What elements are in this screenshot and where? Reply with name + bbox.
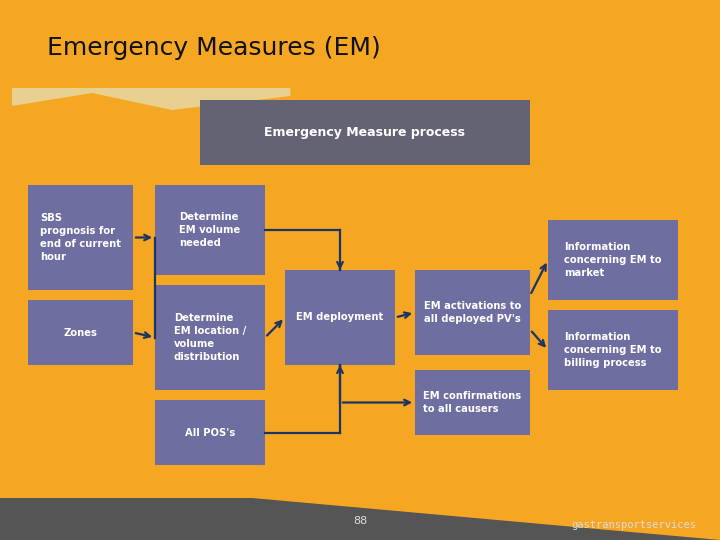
Text: Determine
EM volume
needed: Determine EM volume needed <box>179 212 240 248</box>
FancyBboxPatch shape <box>548 310 678 390</box>
FancyBboxPatch shape <box>285 270 395 365</box>
Text: SBS
prognosis for
end of current
hour: SBS prognosis for end of current hour <box>40 213 121 262</box>
FancyBboxPatch shape <box>200 100 530 165</box>
Text: 88: 88 <box>353 516 367 526</box>
Text: Emergency Measure process: Emergency Measure process <box>264 126 466 139</box>
FancyBboxPatch shape <box>28 185 133 290</box>
Text: EM deployment: EM deployment <box>297 313 384 322</box>
Text: All POS's: All POS's <box>185 428 235 437</box>
Text: Information
concerning EM to
market: Information concerning EM to market <box>564 242 662 278</box>
Polygon shape <box>12 88 290 110</box>
Text: Determine
EM location /
volume
distribution: Determine EM location / volume distribut… <box>174 313 246 362</box>
FancyBboxPatch shape <box>155 400 265 465</box>
Text: gastransportservices: gastransportservices <box>571 521 696 530</box>
FancyBboxPatch shape <box>548 220 678 300</box>
Text: Information
concerning EM to
billing process: Information concerning EM to billing pro… <box>564 332 662 368</box>
FancyBboxPatch shape <box>415 270 530 355</box>
FancyBboxPatch shape <box>415 370 530 435</box>
Text: Zones: Zones <box>63 327 97 338</box>
Text: EM activations to
all deployed PV's: EM activations to all deployed PV's <box>424 301 521 324</box>
Polygon shape <box>0 498 720 540</box>
FancyBboxPatch shape <box>155 285 265 390</box>
FancyBboxPatch shape <box>28 300 133 365</box>
FancyBboxPatch shape <box>155 185 265 275</box>
Text: EM confirmations
to all causers: EM confirmations to all causers <box>423 391 521 414</box>
Text: Emergency Measures (EM): Emergency Measures (EM) <box>47 36 381 59</box>
